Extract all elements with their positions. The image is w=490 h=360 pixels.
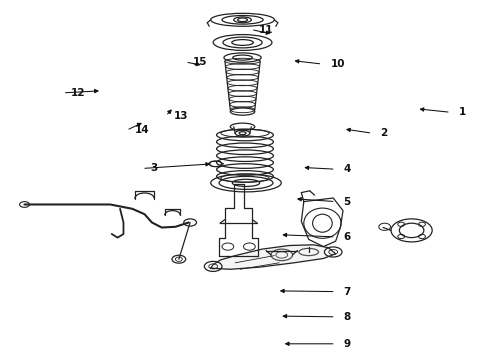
Text: 13: 13 <box>173 111 188 121</box>
Text: 2: 2 <box>380 128 388 138</box>
Text: 9: 9 <box>343 339 351 349</box>
Text: 11: 11 <box>259 24 273 35</box>
Text: 15: 15 <box>193 57 208 67</box>
Text: 12: 12 <box>71 88 85 98</box>
Text: 14: 14 <box>134 125 149 135</box>
Text: 4: 4 <box>343 164 351 174</box>
Text: 10: 10 <box>330 59 345 69</box>
Polygon shape <box>211 245 336 269</box>
Text: 7: 7 <box>343 287 351 297</box>
Text: 5: 5 <box>343 197 351 207</box>
Text: 3: 3 <box>150 163 157 174</box>
Text: 8: 8 <box>343 312 351 322</box>
Text: 6: 6 <box>343 232 351 242</box>
Text: 1: 1 <box>459 107 466 117</box>
